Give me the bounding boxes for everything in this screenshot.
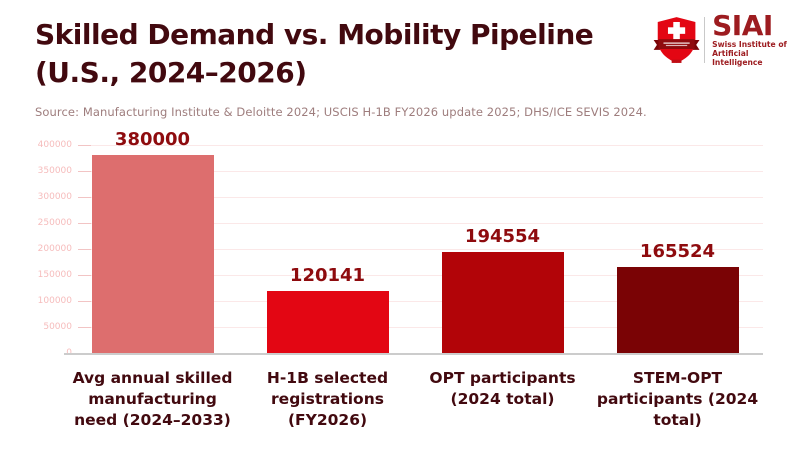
y-tickmark: [78, 145, 91, 146]
y-tickmark: [78, 171, 91, 172]
y-tick-label: 250000: [37, 218, 72, 228]
y-tickmark: [78, 275, 91, 276]
bar-category-label: OPT participants (2024 total): [429, 369, 576, 408]
bar-value-label: 165524: [639, 240, 716, 262]
x-axis-line: [64, 353, 763, 355]
bar: [616, 266, 739, 353]
y-tick-label: 400000: [37, 140, 72, 150]
bar: [91, 155, 214, 353]
y-gridline: [78, 145, 763, 146]
y-tick-label: 350000: [37, 166, 72, 176]
bar-value-label: 120141: [289, 264, 366, 286]
y-tickmark: [78, 223, 91, 224]
y-tick-label: 150000: [37, 270, 72, 280]
logo-divider: [704, 16, 706, 63]
bar-category-label: H-1B selected registrations (FY2026): [266, 369, 389, 429]
y-tickmark: [78, 327, 91, 328]
y-gridline: [78, 327, 763, 328]
bar-category-label: Avg annual skilled manufacturing need (2…: [72, 369, 233, 429]
y-tickmark: [78, 301, 91, 302]
y-gridline: [78, 223, 763, 224]
page-title-line-1: Skilled Demand vs. Mobility Pipeline: [35, 18, 594, 51]
source-citation: Source: Manufacturing Institute & Deloit…: [35, 105, 647, 119]
siai-logo: SIAI Swiss Institute of Artificial Intel…: [652, 12, 800, 67]
y-gridline: [78, 197, 763, 198]
y-tick-label: 0: [12, 348, 72, 358]
bar-value-label: 194554: [464, 225, 541, 247]
bar: [266, 290, 389, 353]
logo-acronym: SIAI: [712, 9, 773, 42]
logo-text: SIAI Swiss Institute of Artificial Intel…: [712, 9, 800, 68]
swiss-shield-icon: [653, 16, 700, 63]
y-gridline: [78, 301, 763, 302]
y-tick-label: 300000: [37, 192, 72, 202]
logo-subtitle-line-2: Artificial Intelligence: [712, 49, 763, 67]
bar-value-label: 380000: [114, 129, 191, 151]
y-gridline: [78, 249, 763, 250]
y-tick-label: 50000: [43, 322, 72, 332]
y-tickmark: [78, 249, 91, 250]
y-gridline: [78, 275, 763, 276]
bar: [441, 251, 564, 353]
bar-category-label: STEM-OPT participants (2024 total): [596, 369, 759, 429]
y-gridline: [78, 171, 763, 172]
y-tick-label: 100000: [37, 296, 72, 306]
y-tickmark: [78, 197, 91, 198]
logo-subtitle-line-1: Swiss Institute of: [712, 40, 787, 49]
page-title: Skilled Demand vs. Mobility Pipeline (U.…: [35, 16, 594, 92]
page-title-line-2: (U.S., 2024–2026): [35, 56, 307, 89]
y-tick-label: 200000: [37, 244, 72, 254]
